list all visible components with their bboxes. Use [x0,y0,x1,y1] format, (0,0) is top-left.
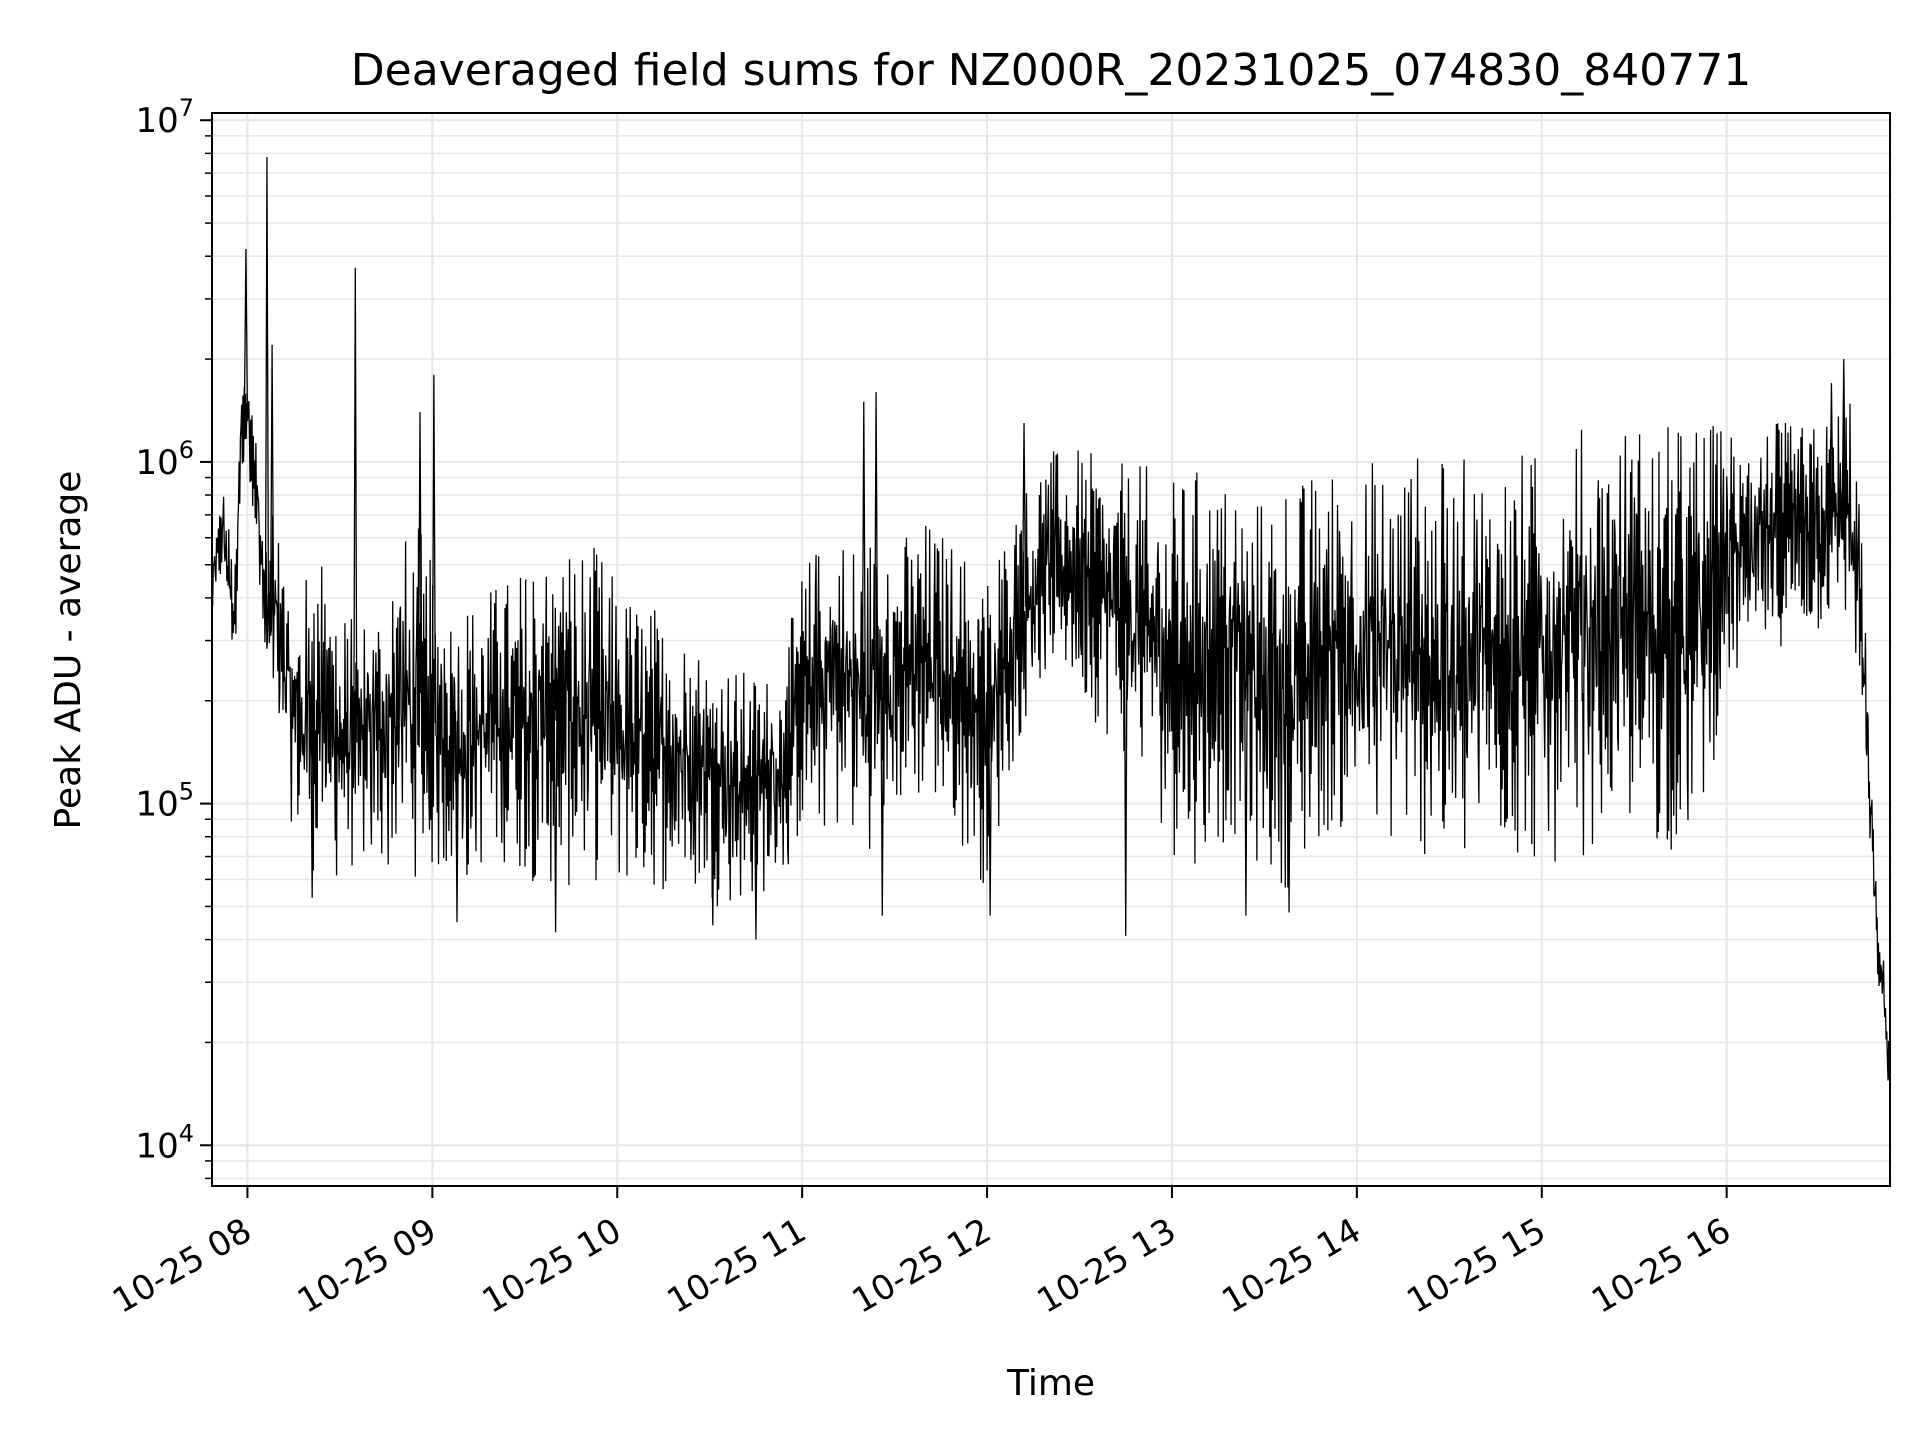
y-tick-label: 104 [135,1119,194,1166]
x-axis-label: Time [1006,1363,1095,1404]
y-axis-label: Peak ADU - average [48,471,89,830]
spike-up [1841,359,1846,509]
y-tick-label: 105 [135,778,194,825]
spike-down [880,656,885,916]
spike-down [1286,644,1292,913]
grid [212,113,1890,1186]
plot-frame [211,112,1891,1187]
spike-down [553,679,558,933]
spike-up [1021,422,1027,607]
spike-up [431,374,437,724]
series-path [212,386,1890,1082]
spike-up [243,248,249,415]
spike-up [417,411,423,703]
spike-down [710,748,715,926]
spike-up [353,267,358,743]
chart-title: Deaveraged field sums for NZ000R_2023102… [351,45,1751,96]
spike-down [753,760,759,940]
spike-up [861,401,866,698]
spike-up [264,157,270,620]
spike-down [1243,632,1249,916]
spike-down [1123,581,1128,936]
spike-up [873,392,879,690]
spike-down [987,685,993,916]
y-axis: 104 105 106 107 [135,94,212,1180]
spike-up [269,344,275,620]
spike-up [1829,383,1834,518]
series-line [212,157,1890,1082]
spike-down [310,685,315,898]
y-tick-label: 107 [135,94,194,141]
y-tick-label: 106 [135,436,194,483]
spike-down [454,710,460,923]
